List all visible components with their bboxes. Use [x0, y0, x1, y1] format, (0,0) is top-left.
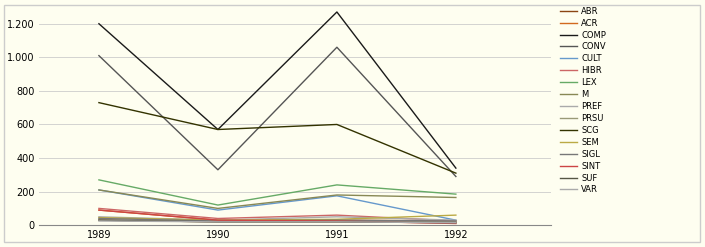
- Line: ABR: ABR: [99, 220, 456, 223]
- SINT: [333, 220, 341, 223]
- Line: ACR: ACR: [99, 210, 456, 221]
- SIGL: [333, 219, 341, 222]
- Line: PRSU: PRSU: [99, 220, 456, 222]
- SIGL: [214, 220, 222, 223]
- VAR: [333, 220, 341, 223]
- ABR: [452, 221, 460, 224]
- ABR: [333, 220, 341, 223]
- PREF: [452, 219, 460, 222]
- LEX: [333, 184, 341, 186]
- CONV: [214, 168, 222, 171]
- SUF: [94, 219, 103, 222]
- Line: SCG: SCG: [99, 103, 456, 173]
- HIBR: [452, 220, 460, 223]
- M: [452, 196, 460, 199]
- CULT: [214, 209, 222, 212]
- CONV: [94, 54, 103, 57]
- SIGL: [94, 217, 103, 220]
- LEX: [214, 204, 222, 206]
- Line: CONV: CONV: [99, 47, 456, 177]
- Line: HIBR: HIBR: [99, 208, 456, 221]
- M: [94, 188, 103, 191]
- Line: CULT: CULT: [99, 190, 456, 220]
- HIBR: [94, 207, 103, 210]
- Line: PREF: PREF: [99, 217, 456, 220]
- Line: VAR: VAR: [99, 221, 456, 223]
- SCG: [94, 101, 103, 104]
- ABR: [214, 220, 222, 223]
- SCG: [452, 172, 460, 175]
- Line: SEM: SEM: [99, 215, 456, 220]
- SEM: [333, 218, 341, 221]
- HIBR: [333, 214, 341, 217]
- CONV: [452, 175, 460, 178]
- Line: LEX: LEX: [99, 180, 456, 205]
- COMP: [214, 128, 222, 131]
- SCG: [333, 123, 341, 126]
- SUF: [214, 220, 222, 223]
- ABR: [94, 219, 103, 222]
- VAR: [94, 220, 103, 223]
- Line: SUF: SUF: [99, 220, 456, 223]
- SEM: [94, 216, 103, 219]
- PREF: [333, 215, 341, 218]
- ACR: [214, 219, 222, 222]
- SCG: [214, 128, 222, 131]
- Legend: ABR, ACR, COMP, CONV, CULT, HIBR, LEX, M, PREF, PRSU, SCG, SEM, SIGL, SINT, SUF,: ABR, ACR, COMP, CONV, CULT, HIBR, LEX, M…: [560, 7, 606, 194]
- COMP: [333, 11, 341, 14]
- COMP: [452, 167, 460, 170]
- CULT: [452, 219, 460, 222]
- Line: COMP: COMP: [99, 12, 456, 168]
- CONV: [333, 46, 341, 49]
- LEX: [452, 193, 460, 196]
- CULT: [333, 194, 341, 197]
- COMP: [94, 22, 103, 25]
- Line: SINT: SINT: [99, 210, 456, 224]
- PRSU: [452, 220, 460, 223]
- Line: SIGL: SIGL: [99, 219, 456, 221]
- PRSU: [214, 220, 222, 223]
- CULT: [94, 188, 103, 191]
- LEX: [94, 178, 103, 181]
- SUF: [333, 220, 341, 223]
- M: [214, 207, 222, 210]
- PREF: [214, 219, 222, 222]
- SINT: [452, 222, 460, 225]
- Line: M: M: [99, 190, 456, 208]
- SINT: [94, 209, 103, 212]
- VAR: [452, 221, 460, 224]
- ACR: [452, 220, 460, 223]
- HIBR: [214, 217, 222, 220]
- SEM: [214, 219, 222, 222]
- SINT: [214, 219, 222, 222]
- SEM: [452, 214, 460, 217]
- PREF: [94, 215, 103, 218]
- ACR: [333, 219, 341, 222]
- SIGL: [452, 220, 460, 223]
- PRSU: [333, 220, 341, 223]
- M: [333, 193, 341, 196]
- ACR: [94, 209, 103, 212]
- PRSU: [94, 219, 103, 222]
- SUF: [452, 221, 460, 224]
- VAR: [214, 220, 222, 223]
